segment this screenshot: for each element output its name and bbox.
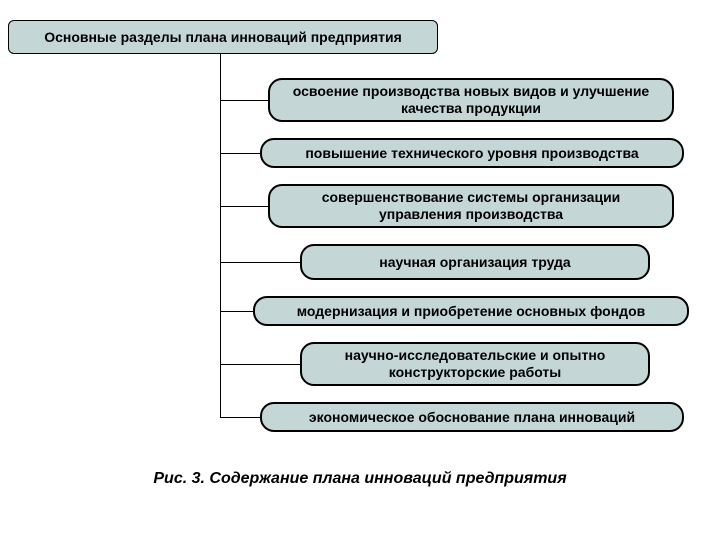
child-node: освоение производства новых видов и улуч… (268, 78, 674, 122)
diagram-canvas: Основные разделы плана инноваций предпри… (0, 0, 720, 540)
child-node: экономическое обоснование плана инноваци… (260, 402, 684, 432)
child-node-label: научно-исследовательские и опытно констр… (312, 347, 638, 381)
child-node: модернизация и приобретение основных фон… (253, 296, 689, 326)
connector-branch (220, 206, 268, 207)
connector-branch (220, 153, 260, 154)
child-node-label: научная организация труда (379, 254, 570, 271)
figure-caption-text: Рис. 3. Содержание плана инноваций предп… (153, 470, 566, 487)
figure-caption: Рис. 3. Содержание плана инноваций предп… (100, 470, 620, 488)
child-node-label: экономическое обоснование плана инноваци… (309, 409, 635, 426)
connector-branch (220, 364, 300, 365)
child-node-label: освоение производства новых видов и улуч… (280, 83, 662, 117)
connector-branch (220, 262, 300, 263)
root-node: Основные разделы плана инноваций предпри… (8, 20, 438, 54)
child-node-label: повышение технического уровня производст… (305, 145, 638, 162)
connector-branch (220, 417, 260, 418)
child-node-label: модернизация и приобретение основных фон… (297, 303, 645, 320)
child-node: совершенствование системы организации уп… (268, 184, 674, 228)
child-node: научно-исследовательские и опытно констр… (300, 342, 650, 386)
child-node-label: совершенствование системы организации уп… (280, 189, 662, 223)
child-node: научная организация труда (300, 244, 650, 280)
connector-trunk (220, 54, 221, 417)
connector-branch (220, 100, 268, 101)
root-node-label: Основные разделы плана инноваций предпри… (44, 29, 402, 46)
connector-branch (220, 311, 253, 312)
child-node: повышение технического уровня производст… (260, 138, 684, 168)
